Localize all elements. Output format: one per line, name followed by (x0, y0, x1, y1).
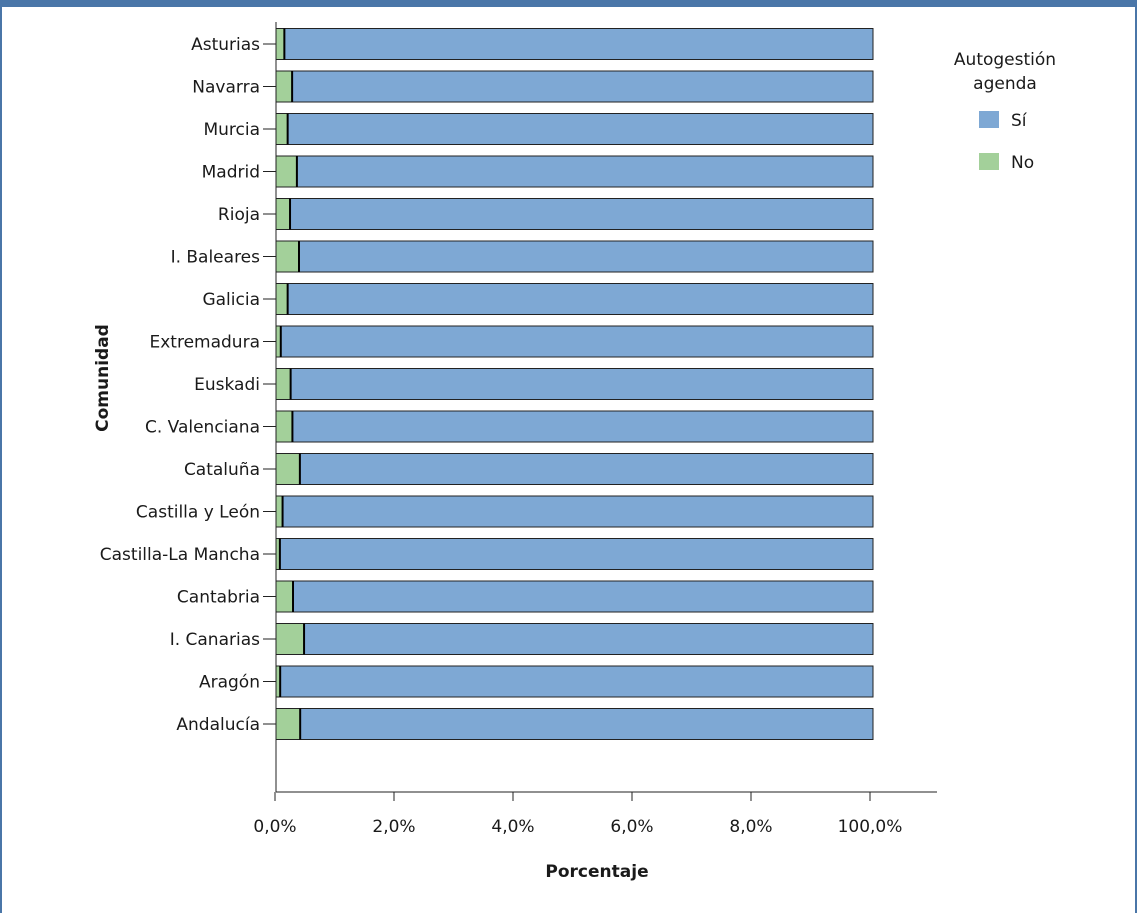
y-tick-label-madrid: Madrid (202, 163, 260, 183)
bar-no-aragon (276, 666, 281, 697)
bar-si-asturias (284, 28, 873, 60)
bar-si-aragon (280, 666, 874, 697)
legend-title-line2: agenda (973, 74, 1037, 94)
bar-si-cataluna (299, 453, 873, 485)
bar-si-i-canarias (304, 623, 874, 655)
bar-no-extremadura (276, 326, 281, 357)
y-tick-label-aragon: Aragón (199, 673, 260, 693)
bar-si-madrid (296, 156, 873, 187)
bar-no-cataluna (276, 453, 300, 485)
bar-no-asturias (276, 28, 285, 60)
legend-label-si: Sí (1011, 111, 1028, 131)
legend-title-line1: Autogestión (954, 50, 1056, 70)
bar-si-cantabria (293, 581, 873, 612)
y-tick-label-cantabria: Cantabria (177, 588, 260, 608)
legend-swatch-no (979, 153, 999, 170)
bar-no-madrid (276, 156, 297, 187)
y-tick-label-i-baleares: I. Baleares (171, 248, 261, 268)
bar-si-murcia (287, 113, 874, 145)
y-tick-label-asturias: Asturias (191, 35, 260, 55)
x-tick-label-1: 2,0% (372, 817, 415, 837)
bar-no-c-valenciana (276, 411, 293, 442)
bar-si-c-valenciana (292, 411, 874, 442)
y-tick-label-rioja: Rioja (218, 205, 260, 225)
bar-si-rioja (290, 198, 873, 230)
bar-si-euskadi (290, 368, 874, 400)
y-tick-label-murcia: Murcia (203, 120, 260, 140)
bars-group (275, 28, 874, 740)
bar-si-castilla-la-mancha (279, 538, 873, 570)
bar-no-andalucia (276, 708, 301, 740)
legend-label-no: No (1011, 153, 1034, 173)
y-tick-label-extremadura: Extremadura (150, 333, 261, 353)
bar-no-cantabria (276, 581, 294, 612)
y-tick-label-c-valenciana: C. Valenciana (145, 418, 260, 438)
bar-no-castilla-la-mancha (276, 538, 280, 570)
y-tick-label-castilla-la-mancha: Castilla-La Mancha (100, 545, 260, 565)
bar-no-galicia (276, 283, 288, 315)
legend: Autogestión agenda Sí No (954, 50, 1056, 173)
bar-si-castilla-y-leon (282, 496, 873, 527)
y-tick-label-galicia: Galicia (202, 290, 260, 310)
bar-no-navarra (276, 71, 293, 102)
y-tick-label-cataluna: Cataluña (184, 460, 260, 480)
bar-no-i-canarias (276, 623, 305, 655)
legend-swatch-si (979, 111, 999, 128)
y-axis-title: Comunidad (93, 324, 113, 432)
bar-no-euskadi (276, 368, 291, 400)
x-tick-label-3: 6,0% (610, 817, 653, 837)
x-axis-title: Porcentaje (545, 862, 648, 882)
y-tick-label-castilla-y-leon: Castilla y León (136, 503, 260, 523)
bar-si-navarra (292, 71, 873, 102)
bar-no-castilla-y-leon (276, 496, 283, 527)
bar-si-extremadura (280, 326, 873, 357)
bar-no-i-baleares (276, 241, 299, 272)
bar-si-andalucia (300, 708, 874, 740)
x-tick-label-4: 8,0% (729, 817, 772, 837)
bar-si-galicia (287, 283, 874, 315)
y-tick-label-euskadi: Euskadi (194, 375, 260, 395)
bar-si-i-baleares (298, 241, 873, 272)
x-tick-label-2: 4,0% (491, 817, 534, 837)
bar-no-rioja (276, 198, 291, 230)
x-tick-label-5: 100,0% (838, 817, 903, 837)
y-tick-label-i-canarias: I. Canarias (170, 630, 260, 650)
bar-no-murcia (276, 113, 288, 145)
y-tick-label-andalucia: Andalucía (176, 715, 260, 735)
y-axis: Asturias Navarra Murcia Madrid Rioja I. Balea… (100, 22, 277, 792)
x-axis: 0,0% 2,0% 4,0% 6,0% 8,0% 100,0% (253, 791, 937, 837)
y-tick-label-navarra: Navarra (192, 78, 260, 98)
x-tick-label-0: 0,0% (253, 817, 296, 837)
